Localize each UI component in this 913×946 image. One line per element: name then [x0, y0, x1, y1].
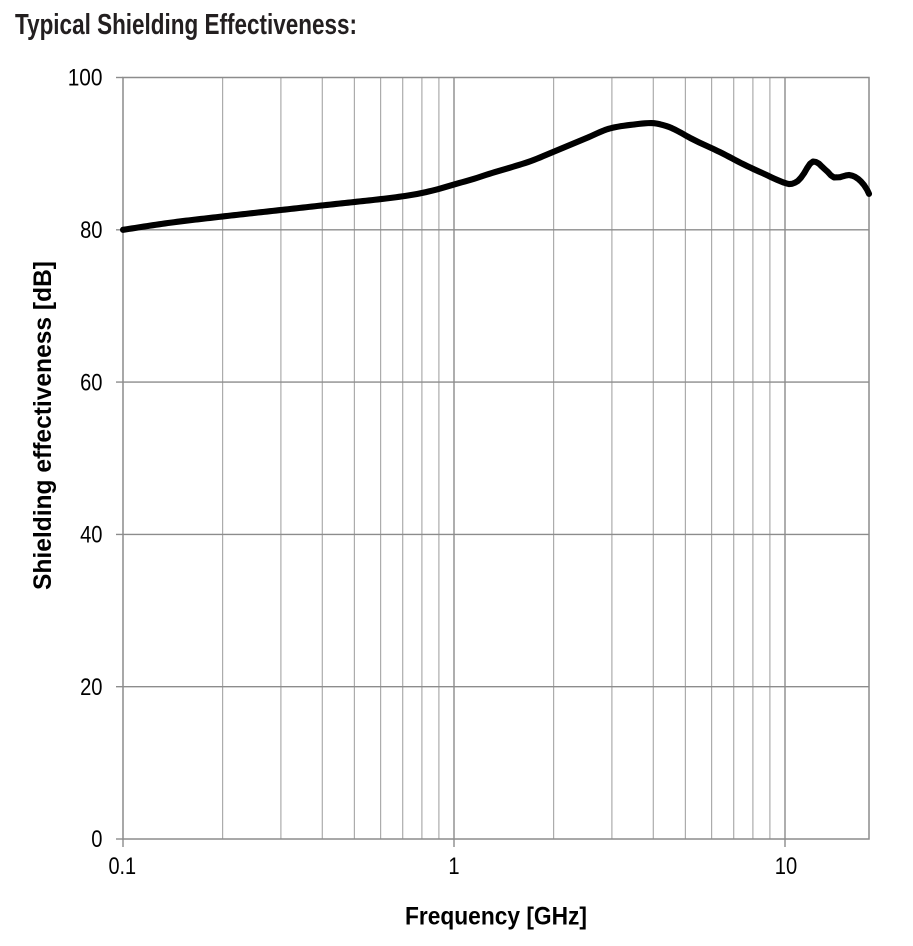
svg-text:100: 100: [68, 65, 103, 92]
svg-text:60: 60: [80, 369, 102, 396]
svg-text:40: 40: [80, 522, 102, 549]
svg-text:20: 20: [80, 674, 102, 701]
svg-text:Typical Shielding Effectivenes: Typical Shielding Effectiveness:: [15, 9, 357, 41]
svg-text:0: 0: [91, 826, 102, 853]
svg-text:0.1: 0.1: [108, 853, 136, 880]
svg-text:80: 80: [80, 217, 102, 244]
svg-text:10: 10: [775, 853, 797, 880]
svg-text:Shielding effectiveness [dB]: Shielding effectiveness [dB]: [29, 261, 57, 590]
svg-text:Frequency [GHz]: Frequency [GHz]: [405, 903, 587, 931]
svg-text:1: 1: [448, 853, 459, 880]
